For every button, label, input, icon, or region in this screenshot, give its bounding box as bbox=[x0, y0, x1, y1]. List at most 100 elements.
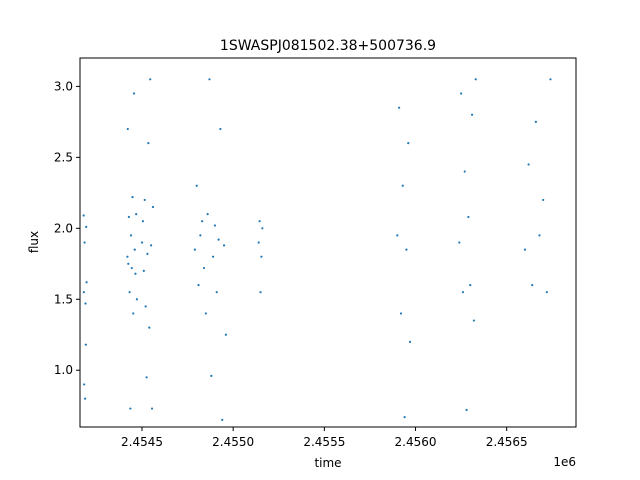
axes-frame bbox=[79, 57, 577, 428]
data-point bbox=[201, 220, 204, 223]
data-point bbox=[130, 266, 133, 270]
data-point bbox=[523, 248, 527, 251]
data-point bbox=[212, 255, 215, 258]
x-axis-ticks: 2.4545 2.4550 2.4555 2.4560 2.4565 bbox=[121, 427, 528, 449]
data-point bbox=[150, 407, 154, 410]
data-point bbox=[472, 319, 475, 322]
data-point bbox=[131, 195, 134, 199]
data-point bbox=[545, 291, 548, 294]
data-point bbox=[85, 225, 88, 228]
data-point bbox=[133, 248, 136, 251]
data-point bbox=[84, 343, 87, 346]
plot-area bbox=[79, 57, 577, 428]
data-point bbox=[538, 234, 541, 237]
y-tick-label: 2.0 bbox=[54, 221, 73, 235]
data-point bbox=[531, 283, 534, 287]
data-point bbox=[465, 408, 468, 412]
data-point bbox=[257, 241, 260, 244]
data-point bbox=[144, 305, 147, 308]
data-point bbox=[403, 415, 406, 419]
data-point bbox=[210, 374, 213, 378]
data-point bbox=[126, 255, 129, 258]
data-point bbox=[147, 142, 150, 145]
data-point bbox=[398, 106, 401, 109]
data-point bbox=[401, 184, 404, 187]
data-point bbox=[128, 291, 131, 294]
data-point bbox=[146, 252, 149, 255]
data-point bbox=[542, 198, 545, 202]
data-point bbox=[399, 312, 403, 315]
data-point bbox=[148, 326, 151, 329]
data-point bbox=[549, 78, 552, 81]
data-point bbox=[527, 163, 530, 166]
data-point bbox=[84, 302, 87, 305]
data-point bbox=[405, 248, 408, 251]
data-point bbox=[145, 376, 148, 379]
data-point bbox=[534, 120, 537, 123]
data-point bbox=[127, 262, 130, 265]
data-point bbox=[143, 198, 146, 202]
data-point bbox=[469, 283, 472, 287]
data-point bbox=[261, 227, 264, 230]
data-point bbox=[134, 272, 137, 275]
data-point bbox=[213, 224, 217, 227]
chart-title: 1SWASPJ081502.38+500736.9 bbox=[220, 38, 436, 54]
y-tick-label: 1.0 bbox=[54, 363, 73, 377]
x-axis-label: time bbox=[314, 456, 341, 470]
data-point bbox=[197, 283, 200, 287]
data-point bbox=[129, 407, 132, 410]
data-point bbox=[461, 291, 465, 294]
data-point bbox=[135, 298, 138, 301]
data-point bbox=[407, 142, 410, 145]
data-point bbox=[458, 241, 461, 244]
data-point bbox=[204, 312, 207, 315]
x-tick-label: 2.4565 bbox=[486, 435, 528, 449]
y-tick-label: 1.5 bbox=[54, 292, 73, 306]
y-tick-label: 3.0 bbox=[54, 79, 73, 93]
x-tick-label: 2.4555 bbox=[303, 435, 345, 449]
data-point bbox=[202, 266, 206, 270]
data-point bbox=[408, 340, 412, 343]
data-point bbox=[258, 220, 261, 223]
x-tick-label: 2.4545 bbox=[121, 435, 163, 449]
data-point bbox=[467, 215, 470, 219]
data-point bbox=[463, 170, 466, 173]
data-point bbox=[221, 418, 224, 421]
data-point bbox=[85, 281, 88, 284]
data-point bbox=[140, 241, 144, 244]
data-point bbox=[151, 205, 155, 209]
data-point bbox=[193, 248, 196, 251]
data-point bbox=[82, 291, 85, 294]
data-point bbox=[142, 269, 145, 272]
data-point bbox=[470, 113, 474, 116]
data-point bbox=[396, 234, 399, 237]
x-tick-label: 2.4550 bbox=[212, 435, 254, 449]
data-point bbox=[150, 244, 153, 247]
y-axis-ticks: 1.0 1.5 2.0 2.5 3.0 bbox=[54, 79, 80, 377]
data-point bbox=[149, 78, 152, 81]
data-point bbox=[127, 215, 130, 219]
data-point bbox=[132, 312, 135, 315]
data-point bbox=[83, 241, 86, 244]
data-point bbox=[474, 78, 477, 81]
data-point bbox=[208, 78, 211, 81]
data-point bbox=[222, 244, 226, 247]
data-point bbox=[84, 397, 87, 400]
data-point bbox=[195, 184, 198, 187]
data-point bbox=[126, 127, 129, 131]
scatter-points bbox=[82, 78, 552, 421]
data-point bbox=[82, 214, 85, 217]
x-tick-label: 2.4560 bbox=[395, 435, 437, 449]
data-point bbox=[83, 383, 86, 386]
y-axis-label: flux bbox=[27, 231, 41, 253]
data-point bbox=[132, 92, 136, 95]
data-point bbox=[260, 255, 263, 258]
data-point bbox=[206, 213, 209, 216]
data-point bbox=[129, 234, 133, 237]
y-tick-label: 2.5 bbox=[54, 150, 73, 164]
data-point bbox=[215, 291, 218, 294]
data-point bbox=[135, 213, 138, 216]
data-point bbox=[219, 127, 222, 131]
